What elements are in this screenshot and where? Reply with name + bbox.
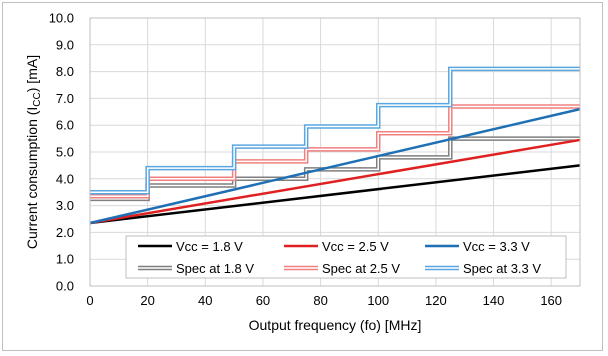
- y-tick-label: 10.0: [49, 11, 74, 26]
- x-tick-label: 80: [313, 293, 327, 308]
- x-tick-label: 60: [256, 293, 270, 308]
- spec-line-spec33-core: [90, 68, 580, 193]
- y-axis-title-unit: ) [mA]: [24, 55, 40, 92]
- y-axis-title-main: Current consumption (I: [24, 107, 40, 249]
- x-axis-title: Output frequency (fo) [MHz]: [249, 317, 422, 333]
- series-line-vcc18: [89, 164, 581, 225]
- spec-series-group: [90, 66, 580, 202]
- series-line-vcc33: [89, 107, 581, 225]
- legend: Vcc = 1.8 V Vcc = 2.5 V Vcc = 3.3 V Spec…: [125, 235, 567, 279]
- x-tick-label: 120: [425, 293, 447, 308]
- plot-border: [89, 17, 581, 287]
- x-tick-labels: 0 20 40 60 80 100 120 140 160: [86, 293, 562, 308]
- legend-box: [125, 235, 567, 279]
- y-tick-label: 9.0: [56, 37, 74, 52]
- x-tick-label: 160: [540, 293, 562, 308]
- legend-label-spec25: Spec at 2.5 V: [322, 261, 400, 276]
- y-tick-label: 2.0: [56, 225, 74, 240]
- legend-label-spec18: Spec at 1.8 V: [176, 261, 254, 276]
- legend-label-vcc33: Vcc = 3.3 V: [463, 239, 530, 254]
- y-axis-title-subscript: CC: [32, 92, 43, 106]
- x-tick-label: 0: [86, 293, 93, 308]
- y-tick-label: 1.0: [56, 252, 74, 267]
- y-axis-title: Current consumption (ICC) [mA]: [24, 55, 43, 249]
- legend-label-vcc18: Vcc = 1.8 V: [176, 239, 243, 254]
- y-tick-label: 8.0: [56, 64, 74, 79]
- series-line-vcc25: [89, 138, 581, 225]
- x-tick-label: 40: [198, 293, 212, 308]
- line-series-group: [89, 107, 581, 225]
- x-tick-label: 140: [483, 293, 505, 308]
- y-tick-label: 0.0: [56, 279, 74, 294]
- x-tick-label: 100: [367, 293, 389, 308]
- y-tick-label: 5.0: [56, 145, 74, 160]
- y-tick-label: 6.0: [56, 118, 74, 133]
- legend-label-vcc25: Vcc = 2.5 V: [322, 239, 389, 254]
- y-tick-label: 3.0: [56, 198, 74, 213]
- legend-label-spec33: Spec at 3.3 V: [463, 261, 541, 276]
- y-tick-label: 7.0: [56, 91, 74, 106]
- y-tick-labels: 0.0 1.0 2.0 3.0 4.0 5.0 6.0 7.0 8.0 9.0 10.0: [49, 11, 74, 294]
- y-tick-label: 4.0: [56, 171, 74, 186]
- x-tick-label: 20: [140, 293, 154, 308]
